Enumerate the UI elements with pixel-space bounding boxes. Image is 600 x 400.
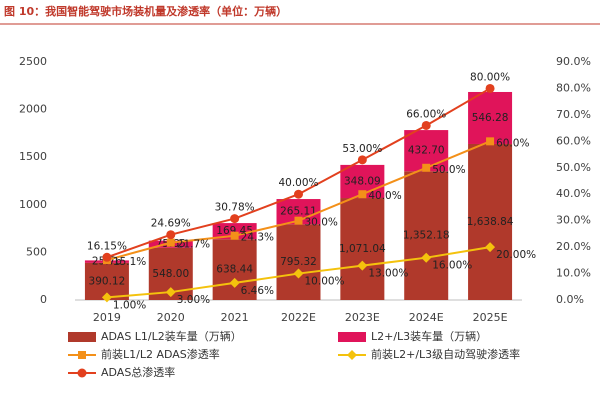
legend-marker [77,368,87,378]
bar [340,198,385,300]
line-marker [294,216,303,225]
line-marker [358,190,367,199]
data-label: 1,071.04 [339,243,386,255]
data-label: 15.1% [113,256,146,268]
y2-tick-label: 0.0% [556,293,584,306]
line-marker [230,214,240,224]
data-label: 1.00% [113,299,146,311]
line-marker [230,231,239,240]
line-marker [486,137,495,146]
data-label: 265.11 [280,206,317,218]
line-marker [102,252,112,262]
line-marker [357,155,367,165]
legend-label: ADAS总渗透率 [101,365,175,379]
line-marker [422,163,431,172]
bar [468,91,513,144]
data-label: 546.28 [472,112,509,124]
data-label: 795.32 [280,256,317,268]
data-label: 40.00% [278,177,318,189]
x-tick-label: 2022E [281,311,316,324]
line-marker [294,189,303,199]
x-tick-label: 2024E [409,311,444,324]
y2-tick-label: 90.0% [556,55,591,68]
bar [404,171,449,300]
bar [276,224,321,300]
bar [212,223,257,240]
line-marker [166,230,176,240]
y2-tick-label: 50.0% [556,161,591,174]
data-label: 21.7% [177,239,210,251]
y2-tick-label: 10.0% [556,267,591,280]
y-tick-label: 1500 [19,150,47,163]
line-marker [421,120,431,130]
data-label: 30.0% [305,217,338,229]
line-marker [357,260,368,271]
legend-swatch [338,332,366,342]
y2-tick-label: 80.0% [556,81,591,94]
line-marker [293,268,304,279]
data-label: 13.00% [368,268,408,280]
legend-label: 前装L1/L2 ADAS渗透率 [101,347,220,361]
y2-tick-label: 60.0% [556,134,591,147]
legend-label: L2+/L3装车量（万辆） [371,329,487,343]
data-label: 390.12 [89,275,126,287]
x-tick-label: 2021 [221,311,249,324]
line-marker [485,83,495,93]
data-label: 6.46% [241,285,274,297]
line-marker [166,238,175,247]
data-label: 16.00% [432,260,472,272]
data-label: 1,638.84 [467,216,514,228]
x-tick-label: 2023E [345,311,380,324]
data-label: 50.0% [432,164,465,176]
data-label: 432.70 [408,145,445,157]
line-marker [101,292,112,303]
line-marker [229,277,240,288]
y-tick-label: 1000 [19,198,47,211]
data-label: 60.0% [496,137,529,149]
y-tick-label: 0 [40,293,47,306]
y-tick-label: 2500 [19,55,47,68]
legend-marker [347,350,357,360]
data-label: 548.00 [152,268,189,280]
x-tick-label: 2025E [473,311,508,324]
x-tick-label: 2020 [157,311,185,324]
line-marker [421,252,432,263]
y2-tick-label: 20.0% [556,240,591,253]
chart-title: 图 10：我国智能驾驶市场装机量及渗透率（单位：万辆） [4,4,287,18]
data-label: 30.78% [215,202,255,214]
data-label: 53.00% [342,143,382,155]
legend-marker [78,351,86,359]
bar [212,239,257,300]
data-label: 80.00% [470,71,510,83]
data-label: 24.3% [241,232,274,244]
legend-label: 前装L2+/L3级自动驾驶渗透率 [371,347,520,361]
line-marker [165,287,176,298]
y-tick-label: 2000 [19,103,47,116]
data-label: 1,352.18 [403,230,450,242]
data-label: 16.15% [87,240,127,252]
data-label: 10.00% [305,276,345,288]
data-label: 20.00% [496,249,536,261]
line-marker [485,242,496,253]
legend-label: ADAS L1/L2装车量（万辆） [101,329,242,343]
y2-tick-label: 70.0% [556,108,591,121]
data-label: 348.09 [344,175,381,187]
bar [468,143,513,300]
data-label: 40.0% [368,190,401,202]
data-label: 3.00% [177,294,210,306]
y2-tick-label: 30.0% [556,214,591,227]
x-tick-label: 2019 [93,311,121,324]
legend-swatch [68,332,96,342]
data-label: 24.69% [151,218,191,230]
y-tick-label: 500 [26,245,47,258]
y2-tick-label: 40.0% [556,187,591,200]
data-label: 66.00% [406,108,446,120]
data-label: 638.44 [216,264,253,276]
